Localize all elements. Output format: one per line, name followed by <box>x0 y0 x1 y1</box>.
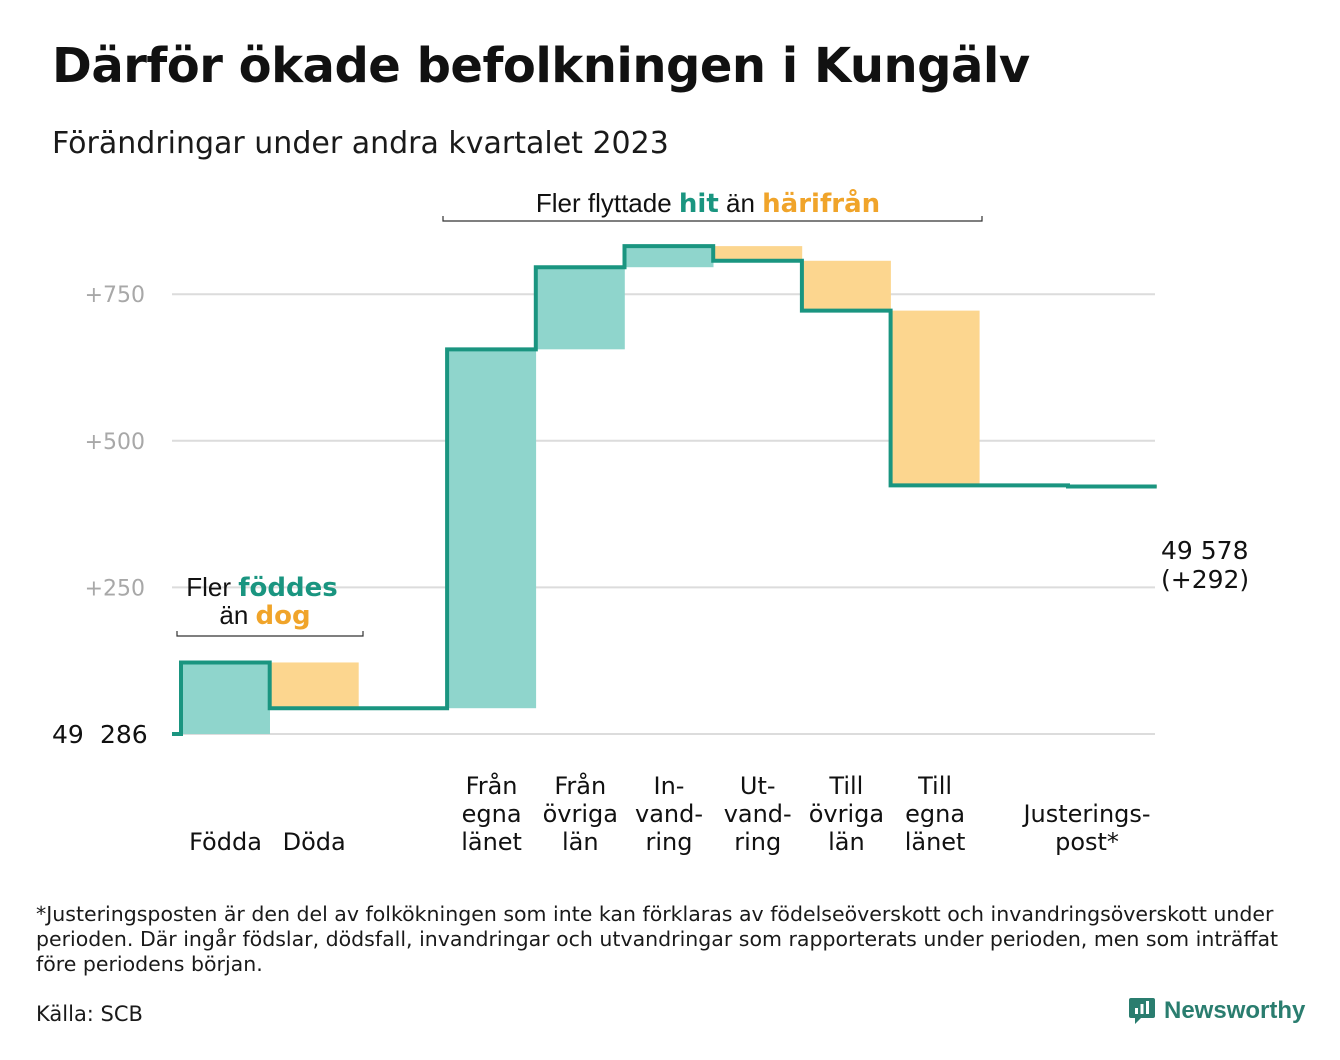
births-annotation-line1: Fler föddes <box>186 572 338 603</box>
category-label: ring <box>646 828 693 856</box>
category-label: län <box>562 828 599 856</box>
waterfall-bar <box>269 662 359 709</box>
waterfall-bar <box>624 246 714 268</box>
category-label: Till <box>828 772 863 800</box>
category-label: län <box>828 828 865 856</box>
chart-title: Därför ökade befolkningen i Kungälv <box>52 38 1030 94</box>
moves-bracket <box>442 216 983 222</box>
waterfall-bar <box>447 349 537 709</box>
chart-subtitle: Förändringar under andra kvartalet 2023 <box>52 126 669 161</box>
y-tick-label: +500 <box>85 430 145 455</box>
waterfall-bar <box>890 310 980 486</box>
waterfall-bar <box>181 662 270 734</box>
category-label: Från <box>466 771 518 800</box>
newsworthy-icon <box>1129 998 1155 1024</box>
waterfall-chart: +250 +500 +750 49 286 49 578(+292) Födda Döda Fr… <box>52 187 1249 856</box>
source-label: Källa: SCB <box>36 1002 143 1026</box>
category-label: vand- <box>635 800 703 828</box>
category-label: egna <box>905 800 965 828</box>
waterfall-bar <box>713 246 803 261</box>
category-label: länet <box>905 828 966 856</box>
waterfall-bar <box>801 260 891 311</box>
brand-name: Newsworthy <box>1164 997 1306 1024</box>
births-annotation-line2: än dog <box>219 600 310 631</box>
category-label: Till <box>917 772 952 800</box>
category-label: post* <box>1055 828 1119 856</box>
waterfall-bar <box>535 267 625 350</box>
category-label: Justerings- <box>1021 800 1150 828</box>
category-label: ring <box>734 828 781 856</box>
category-label: In- <box>654 772 685 800</box>
end-change-label: (+292) <box>1161 565 1249 594</box>
footnote: *Justeringsposten är den del av folkökni… <box>36 902 1279 976</box>
y-tick-label: +750 <box>85 283 145 308</box>
category-label: länet <box>461 828 522 856</box>
moves-annotation: Fler flyttade hit än härifrån <box>536 187 880 219</box>
category-label: egna <box>462 800 522 828</box>
y-tick-label: +250 <box>85 576 145 601</box>
category-label: Ut- <box>740 772 776 800</box>
end-value-label: 49 578 <box>1161 536 1248 565</box>
start-value-label: 49 286 <box>52 720 148 749</box>
category-label: Från <box>554 771 606 800</box>
category-label: Döda <box>283 828 346 856</box>
category-label: Födda <box>189 828 262 856</box>
category-label: övriga <box>543 800 618 828</box>
births-bracket <box>176 631 364 637</box>
brand-logo: Newsworthy <box>1128 996 1305 1026</box>
category-label: vand- <box>724 800 792 828</box>
category-label: övriga <box>809 800 884 828</box>
cumulative-step-line <box>172 244 1157 736</box>
